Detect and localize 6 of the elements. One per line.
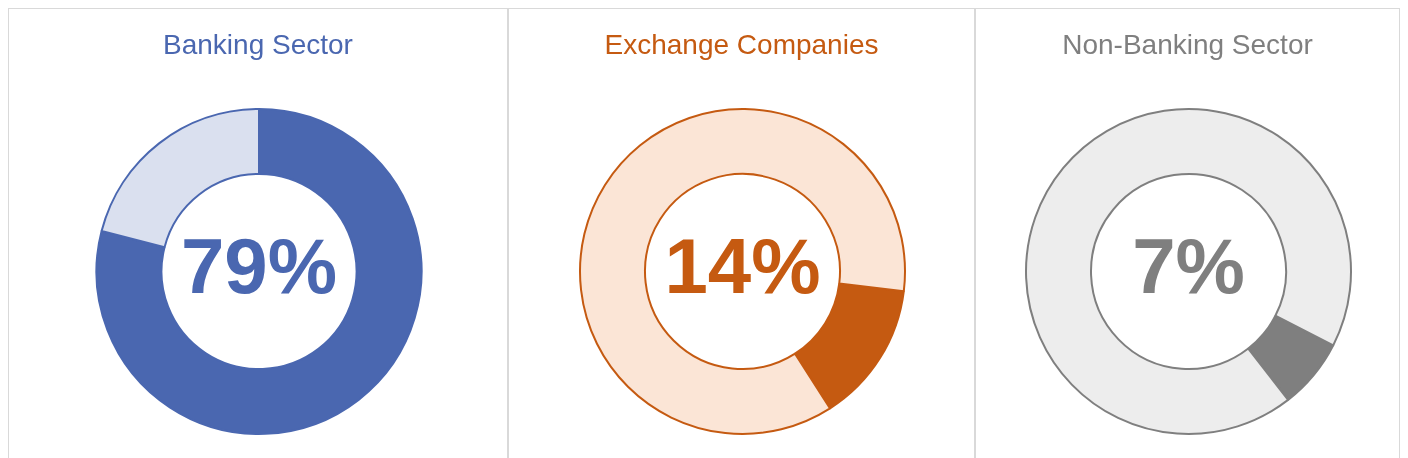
chart-title: Banking Sector [162,29,354,61]
text: 79% [180,222,338,311]
chart-title: Non-Banking Sector [1061,29,1314,61]
chart-title: Exchange Companies [603,29,880,61]
text: 14% [664,222,821,311]
text: 7% [1132,222,1245,311]
